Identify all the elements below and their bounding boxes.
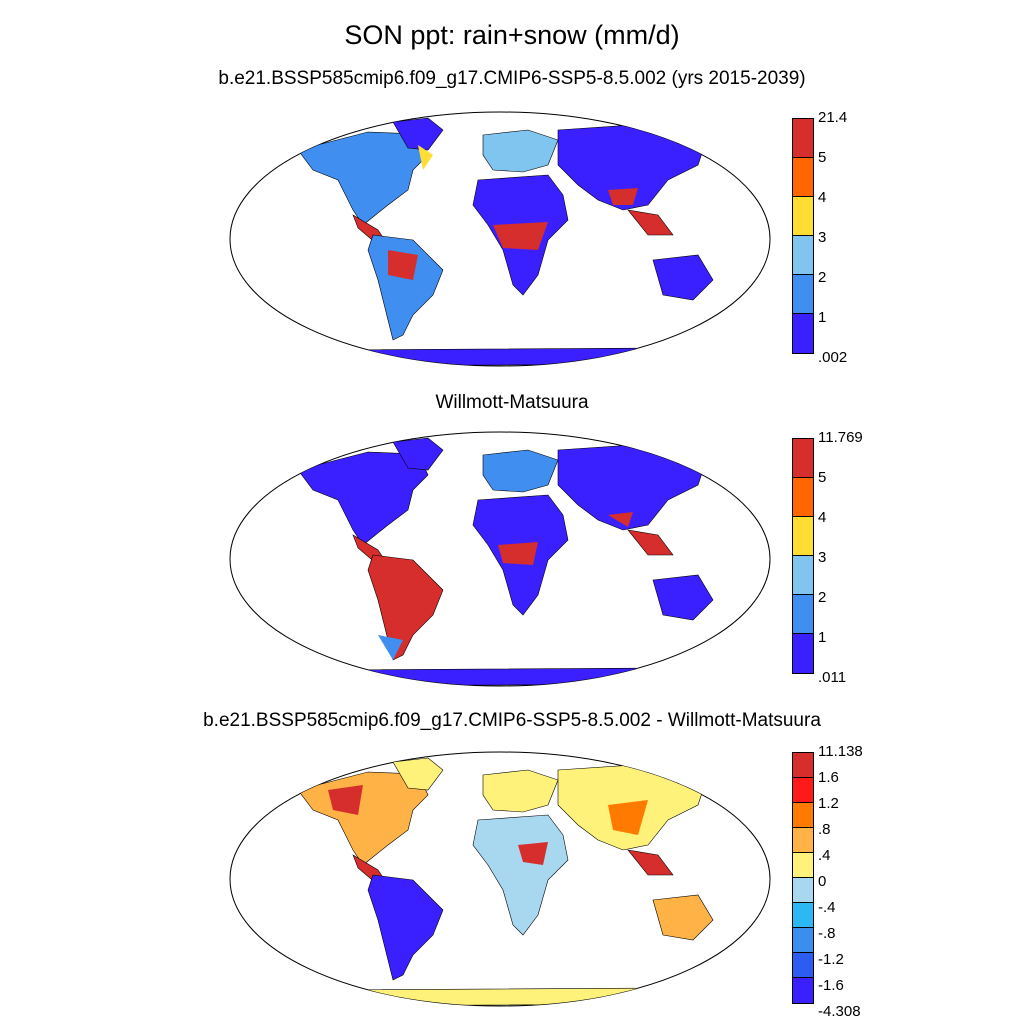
continent-samerica — [367, 234, 444, 341]
colorbar-cell — [793, 517, 813, 556]
colorbar-label: 3 — [818, 549, 827, 566]
continent-europe — [482, 769, 559, 813]
colorbar-label: 4 — [818, 189, 827, 206]
colorbar-cell — [793, 439, 813, 478]
colorbar-cell — [793, 197, 813, 236]
map-diff — [229, 751, 771, 1007]
colorbar-model — [792, 118, 814, 354]
map-obs — [229, 431, 771, 687]
colorbar-cell — [793, 753, 813, 778]
colorbar-cell — [793, 903, 813, 928]
precip-region — [378, 635, 403, 660]
colorbar-label: 2 — [818, 589, 827, 606]
continent-antarctica — [317, 667, 684, 686]
colorbar-label: .4 — [818, 847, 831, 864]
continent-australia — [652, 894, 714, 941]
panel-title-diff: b.e21.BSSP585cmip6.f09_g17.CMIP6-SSP5-8.… — [203, 710, 821, 731]
colorbar-label: 21.4 — [818, 109, 848, 126]
continent-antarctica — [317, 347, 684, 366]
continent-australia — [652, 254, 714, 301]
colorbar-label: 1 — [818, 629, 827, 646]
colorbar-label: 5 — [818, 469, 827, 486]
precip-region — [608, 188, 638, 205]
colorbar-label: 1 — [818, 309, 827, 326]
continent-greenland — [392, 757, 444, 791]
continent-australia — [652, 574, 714, 621]
colorbar-cell — [793, 556, 813, 595]
colorbar-label: .011 — [818, 669, 847, 686]
colorbar-cell — [793, 634, 813, 673]
continent-seasia — [627, 209, 674, 236]
colorbar-label: 11.138 — [818, 743, 863, 760]
colorbar-cell — [793, 853, 813, 878]
colorbar-cell — [793, 275, 813, 314]
precip-region — [608, 512, 633, 527]
colorbar-label: 4 — [818, 509, 827, 526]
colorbar-cell — [793, 828, 813, 853]
precip-region — [498, 542, 538, 565]
colorbar-cell — [793, 953, 813, 978]
continent-europe — [482, 129, 559, 173]
panel-title-model: b.e21.BSSP585cmip6.f09_g17.CMIP6-SSP5-8.… — [218, 68, 806, 89]
colorbar-label: 0 — [818, 873, 827, 890]
map-model — [229, 111, 771, 367]
colorbar-label: .8 — [818, 821, 831, 838]
continent-samerica — [367, 554, 444, 661]
colorbar-obs — [792, 438, 814, 674]
colorbar-label: 1.2 — [818, 795, 839, 812]
precip-region — [378, 895, 428, 935]
colorbar-cell — [793, 978, 813, 1003]
colorbar-label: -4.308 — [818, 1003, 861, 1020]
colorbar-cell — [793, 119, 813, 158]
main-title: SON ppt: rain+snow (mm/d) — [344, 20, 680, 50]
continent-greenland — [392, 437, 444, 471]
colorbar-label: -.8 — [818, 925, 836, 942]
colorbar-label: 5 — [818, 149, 827, 166]
colorbar-cell — [793, 878, 813, 903]
colorbar-cell — [793, 314, 813, 353]
continent-antarctica — [317, 987, 684, 1006]
colorbar-cell — [793, 778, 813, 803]
precip-region — [493, 222, 548, 250]
colorbar-cell — [793, 928, 813, 953]
colorbar-label: 1.6 — [818, 769, 839, 786]
colorbar-cell — [793, 236, 813, 275]
precip-region — [518, 842, 548, 865]
colorbar-label: -.4 — [818, 899, 836, 916]
continent-europe — [482, 449, 559, 493]
continent-seasia — [627, 849, 674, 876]
colorbar-label: 2 — [818, 269, 827, 286]
colorbar-label: -1.2 — [818, 951, 844, 968]
colorbar-diff — [792, 752, 814, 1004]
colorbar-label: .002 — [818, 349, 848, 366]
precip-region — [328, 785, 363, 815]
colorbar-cell — [793, 478, 813, 517]
precip-region — [388, 250, 418, 280]
continent-seasia — [627, 529, 674, 556]
precip-region — [418, 145, 433, 170]
colorbar-cell — [793, 158, 813, 197]
colorbar-label: 11.769 — [818, 429, 863, 446]
precip-region — [608, 800, 648, 835]
colorbar-cell — [793, 803, 813, 828]
colorbar-label: -1.6 — [818, 977, 844, 994]
continent-greenland — [392, 117, 444, 151]
colorbar-cell — [793, 595, 813, 634]
colorbar-label: 3 — [818, 229, 827, 246]
panel-title-obs: Willmott-Matsuura — [435, 392, 589, 413]
